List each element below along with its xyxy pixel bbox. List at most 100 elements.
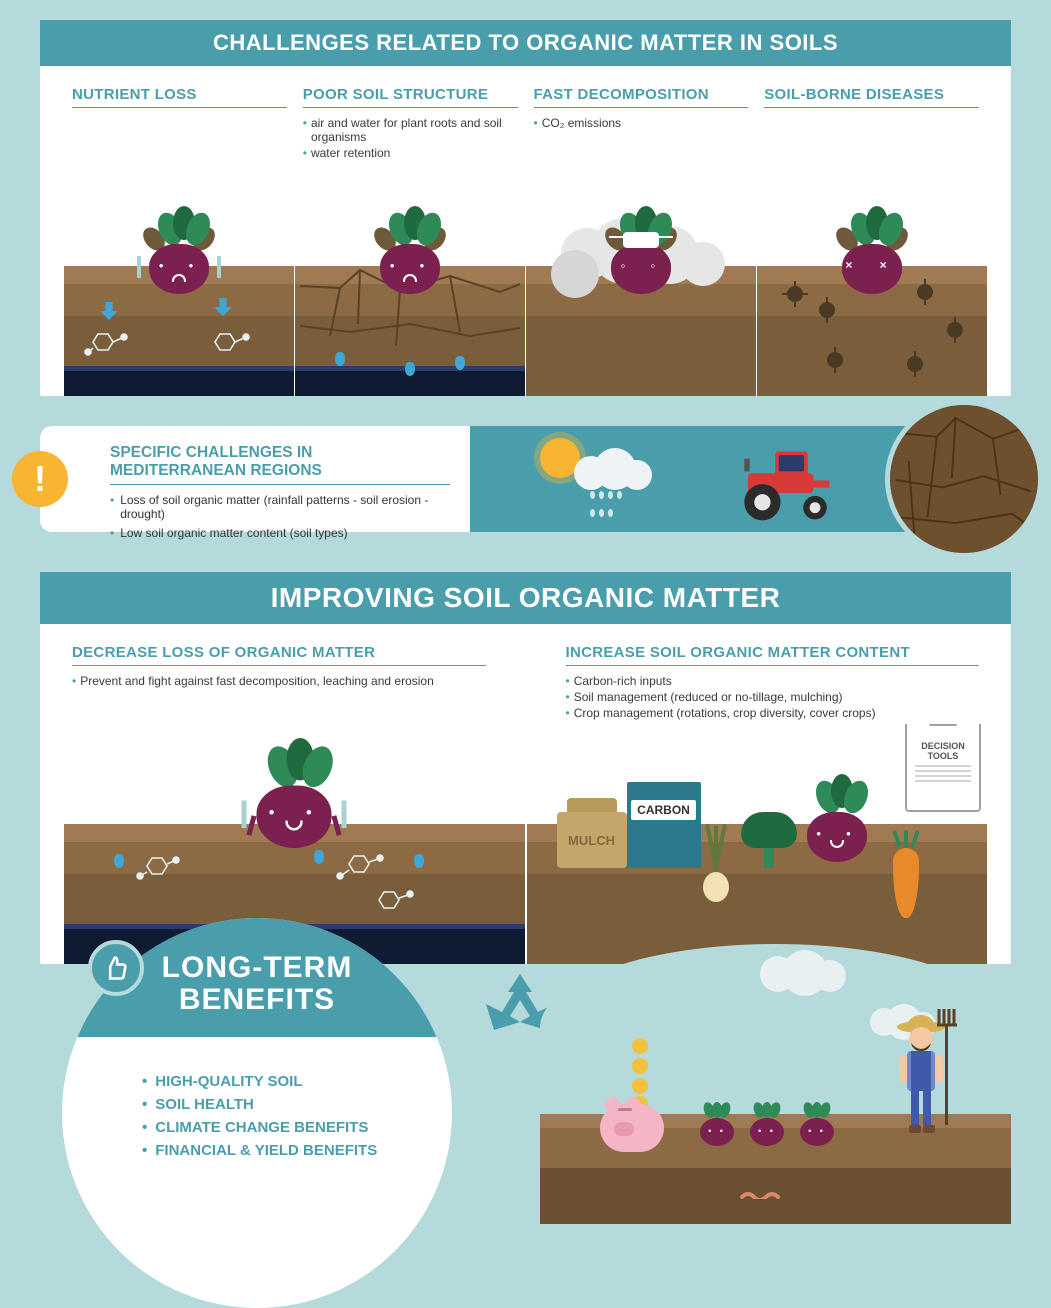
coin-icon [632, 1038, 648, 1054]
panel-fast-decomp: ◦ ◦ [526, 166, 756, 396]
carbon-bag-icon: CARBON [627, 782, 697, 868]
benefit-item: HIGH-QUALITY SOIL [142, 1073, 422, 1090]
benefit-item: SOIL HEALTH [142, 1096, 422, 1113]
farm-scene: • • • • • • [540, 944, 1011, 1224]
beet-sad-icon: • • [139, 204, 219, 304]
water-drop-icon [405, 362, 415, 376]
mask-icon [623, 232, 659, 248]
col-title: POOR SOIL STRUCTURE [303, 86, 518, 108]
broccoli-icon [741, 812, 797, 868]
coin-icon [632, 1058, 648, 1074]
col-title: SOIL-BORNE DISEASES [764, 86, 979, 108]
benefit-item: FINANCIAL & YIELD BENEFITS [142, 1142, 422, 1159]
molecule-icon [82, 328, 128, 362]
col-bullets: Prevent and fight against fast decomposi… [72, 674, 486, 724]
section-challenges-title: CHALLENGES RELATED TO ORGANIC MATTER IN … [40, 20, 1011, 66]
bullet: Carbon-rich inputs [566, 674, 980, 688]
col-poor-structure: POOR SOIL STRUCTURE air and water for pl… [295, 86, 526, 166]
farmer-icon [881, 1005, 971, 1160]
bullet: water retention [303, 146, 518, 160]
beet-worried-icon: • • [370, 204, 450, 304]
col-title: INCREASE SOIL ORGANIC MATTER CONTENT [566, 644, 980, 666]
bullet: Prevent and fight against fast decomposi… [72, 674, 486, 688]
beet-happy-icon: • • [797, 772, 877, 872]
rain-icon [588, 488, 638, 524]
panel-diseases: × × [757, 166, 987, 396]
challenges-grid: NUTRIENT LOSS POOR SOIL STRUCTURE air an… [40, 66, 1011, 166]
onion-icon [703, 826, 729, 902]
germ-icon [819, 302, 835, 318]
col-title: DECREASE LOSS OF ORGANIC MATTER [72, 644, 486, 666]
molecule-icon [364, 884, 420, 924]
clipboard-icon: DECISION TOOLS [905, 724, 981, 812]
bullet: Soil management (reduced or no-tillage, … [566, 690, 980, 704]
benefit-item: CLIMATE CHANGE BENEFITS [142, 1119, 422, 1136]
beet-mini-icon: • • [750, 1118, 784, 1146]
col-bullets [72, 116, 287, 166]
beet-happy-icon: • • [244, 736, 344, 861]
beet-dead-icon: × × [832, 204, 912, 304]
strip-text: ! SPECIFIC CHALLENGES IN MEDITERRANEAN R… [40, 426, 470, 532]
mulch-label: MULCH [557, 812, 627, 868]
benefits-section: LONG-TERM BENEFITS HIGH-QUALITY SOIL SOI… [40, 964, 1011, 1284]
mulch-bag-icon: MULCH [557, 798, 627, 868]
panel-nutrient-loss: • • [64, 166, 294, 396]
improving-grid: DECREASE LOSS OF ORGANIC MATTER Prevent … [40, 624, 1011, 724]
col-decrease-loss: DECREASE LOSS OF ORGANIC MATTER Prevent … [64, 644, 526, 724]
germ-icon [827, 352, 843, 368]
bullet: CO₂ emissions [534, 116, 749, 130]
molecule-icon [204, 328, 250, 362]
alert-icon: ! [12, 451, 68, 507]
benefits-list: HIGH-QUALITY SOIL SOIL HEALTH CLIMATE CH… [62, 1037, 452, 1159]
col-title: FAST DECOMPOSITION [534, 86, 749, 108]
bullet: Low soil organic matter content (soil ty… [110, 526, 450, 540]
coin-icon [632, 1078, 648, 1094]
panel-poor-structure: • • [295, 166, 525, 396]
col-bullets: Carbon-rich inputs Soil management (redu… [566, 674, 980, 724]
bullet: air and water for plant roots and soil o… [303, 116, 518, 144]
worm-icon [740, 1186, 780, 1194]
strip-scene [470, 426, 1011, 532]
beet-masked-icon: ◦ ◦ [601, 204, 681, 304]
germ-icon [917, 284, 933, 300]
col-nutrient-loss: NUTRIENT LOSS [64, 86, 295, 166]
strip-title: SPECIFIC CHALLENGES IN MEDITERRANEAN REG… [110, 444, 450, 485]
dry-soil-icon [885, 400, 1043, 558]
mediterranean-strip: ! SPECIFIC CHALLENGES IN MEDITERRANEAN R… [40, 426, 1011, 532]
piggy-bank-icon [600, 1104, 664, 1152]
col-increase-content: INCREASE SOIL ORGANIC MATTER CONTENT Car… [526, 644, 988, 724]
col-bullets: air and water for plant roots and soil o… [303, 116, 518, 166]
col-title: NUTRIENT LOSS [72, 86, 287, 108]
strip-bullets: Loss of soil organic matter (rainfall pa… [110, 493, 450, 540]
germ-icon [787, 286, 803, 302]
bullet: Loss of soil organic matter (rainfall pa… [110, 493, 450, 521]
water-drop-icon [414, 854, 424, 868]
water-drop-icon [314, 850, 324, 864]
carrot-icon [893, 848, 919, 918]
section-improving-title: IMPROVING SOIL ORGANIC MATTER [40, 572, 1011, 624]
beet-mini-icon: • • [800, 1118, 834, 1146]
molecule-icon [134, 852, 184, 888]
col-bullets [764, 116, 979, 166]
clipboard-line2: TOOLS [913, 752, 973, 762]
improving-illustrations: • • [40, 724, 1011, 964]
water-drop-icon [335, 352, 345, 366]
bullet: Crop management (rotations, crop diversi… [566, 706, 980, 720]
col-fast-decomp: FAST DECOMPOSITION CO₂ emissions [526, 86, 757, 166]
water-drop-icon [455, 356, 465, 370]
challenges-illustrations: • • [40, 166, 1011, 396]
cloud-rain-icon [570, 448, 650, 492]
thumb-up-icon [88, 940, 144, 996]
section-challenges: CHALLENGES RELATED TO ORGANIC MATTER IN … [40, 20, 1011, 396]
water-drop-icon [114, 854, 124, 868]
molecule-icon [334, 848, 390, 888]
panel-increase: MULCH CARBON • • [527, 724, 988, 964]
carbon-label: CARBON [631, 800, 696, 820]
col-bullets: CO₂ emissions [534, 116, 749, 166]
germ-icon [907, 356, 923, 372]
col-diseases: SOIL-BORNE DISEASES [756, 86, 987, 166]
beet-mini-icon: • • [700, 1118, 734, 1146]
tractor-icon [731, 446, 841, 529]
germ-icon [947, 322, 963, 338]
section-improving: IMPROVING SOIL ORGANIC MATTER DECREASE L… [40, 572, 1011, 964]
